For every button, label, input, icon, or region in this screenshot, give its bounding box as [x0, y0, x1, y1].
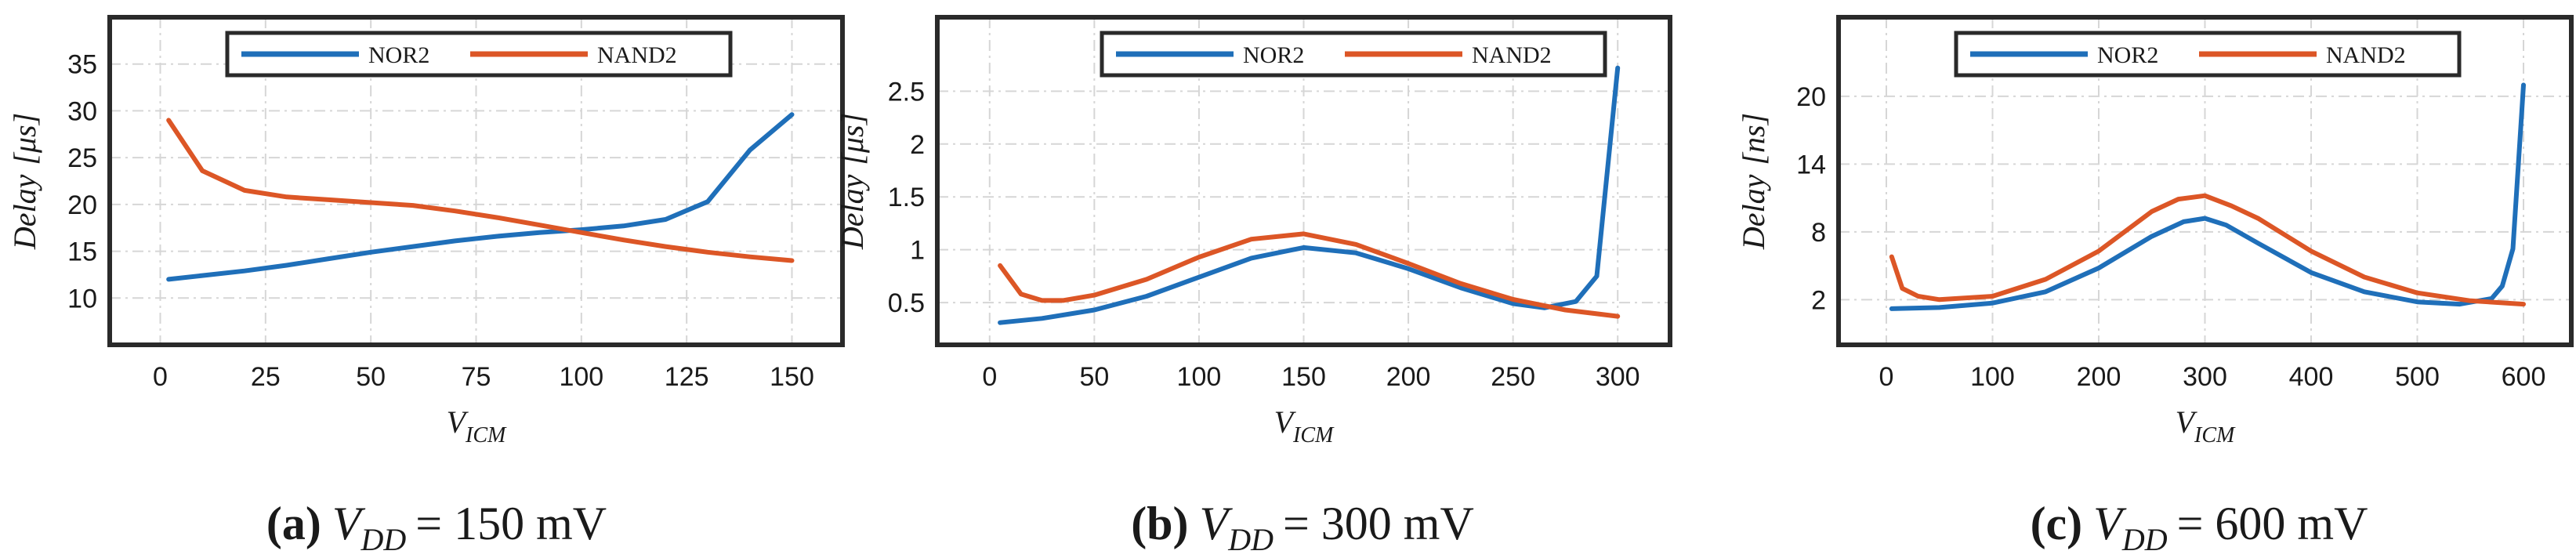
- x-axis-label: VICM: [1274, 404, 1335, 447]
- panel-caption: (a) VDD = 150 mV: [266, 498, 607, 557]
- series-line-nor2: [998, 65, 1621, 325]
- x-tick-label: 200: [1386, 362, 1431, 392]
- legend-label-nor2: NOR2: [368, 42, 429, 68]
- y-tick-label: 25: [67, 143, 97, 173]
- x-tick-label: 300: [2183, 362, 2227, 392]
- x-tick-label: 250: [1491, 362, 1535, 392]
- x-tick-label: 0: [982, 362, 997, 392]
- y-tick-label: 1.5: [888, 183, 925, 212]
- x-axis-label-main: V: [447, 404, 469, 440]
- x-tick-label: 150: [770, 362, 814, 392]
- x-tick-label: 50: [356, 362, 386, 392]
- series-line-nor2: [166, 112, 795, 282]
- chart-panel-1: 0 25 50 75 100 125 150101520253035Delay[μs]VIC…: [7, 15, 845, 557]
- caption-letter: (a): [266, 498, 321, 549]
- y-tick-label: 0.5: [888, 288, 925, 318]
- y-tick-label: 35: [67, 50, 97, 80]
- y-axis-label: Delay [μs]: [7, 113, 42, 250]
- y-axis-label-unit: [ns]: [1736, 113, 1771, 165]
- legend: NOR2 NAND2: [1100, 31, 1607, 78]
- x-axis-label-sub: ICM: [2194, 423, 2236, 447]
- x-tick-label: 150: [1281, 362, 1326, 392]
- caption-symbol: V: [2093, 498, 2127, 549]
- y-axis-label-text: Delay: [1736, 174, 1771, 250]
- axes-frame: [107, 15, 845, 347]
- y-axis-label-unit: [μs]: [835, 113, 870, 165]
- legend-label-nor2: NOR2: [2097, 42, 2158, 68]
- y-axis-label-unit: [μs]: [7, 113, 42, 165]
- x-tick-label: 100: [559, 362, 603, 392]
- y-axis-label-text: Delay: [835, 174, 870, 250]
- x-axis-label: VICM: [447, 404, 507, 447]
- legend: NOR2 NAND2: [1954, 31, 2462, 78]
- y-tick-label: 2: [910, 130, 925, 160]
- legend-label-nand2: NAND2: [597, 42, 677, 68]
- x-tick-label: 400: [2289, 362, 2334, 392]
- x-tick-label: 100: [1177, 362, 1222, 392]
- x-axis-label-main: V: [1274, 404, 1297, 440]
- y-tick-label: 8: [1811, 218, 1826, 248]
- x-tick-label: 100: [1970, 362, 2015, 392]
- legend-label-nand2: NAND2: [2326, 42, 2406, 68]
- y-axis-label: Delay [μs]: [835, 113, 870, 250]
- x-tick-label: 25: [251, 362, 281, 392]
- x-tick-label: 50: [1079, 362, 1109, 392]
- legend-label-nor2: NOR2: [1243, 42, 1304, 68]
- series-line-nand2: [1889, 193, 2526, 307]
- panel-caption: (b) VDD = 300 mV: [1131, 498, 1474, 557]
- caption-letter: (c): [2031, 498, 2083, 549]
- x-tick-label: 200: [2077, 362, 2121, 392]
- x-axis-label: VICM: [2176, 404, 2236, 447]
- y-tick-label: 20: [67, 190, 97, 220]
- x-tick-label: 0: [1879, 362, 1894, 392]
- caption-value: = 150 mV: [415, 498, 607, 549]
- legend-label-nand2: NAND2: [1472, 42, 1552, 68]
- x-tick-label: 125: [665, 362, 709, 392]
- caption-symbol: V: [332, 498, 366, 549]
- caption-subscript: DD: [360, 522, 407, 557]
- series-line-nand2: [998, 231, 1621, 319]
- caption-value: = 300 mV: [1283, 498, 1474, 549]
- caption-subscript: DD: [1227, 522, 1274, 557]
- x-tick-label: 500: [2395, 362, 2440, 392]
- y-tick-label: 2: [1811, 285, 1826, 315]
- axes-frame: [935, 15, 1672, 347]
- series-line-nor2: [1889, 82, 2526, 311]
- x-tick-label: 600: [2502, 362, 2546, 392]
- chart-panel-2: 0 50 100 150 200 250 3000.511.522.5Delay[μs]VI…: [835, 15, 1672, 557]
- x-axis-label-sub: ICM: [1292, 423, 1335, 447]
- y-tick-label: 14: [1796, 150, 1826, 179]
- y-tick-label: 1: [910, 236, 925, 266]
- y-tick-label: 10: [67, 284, 97, 313]
- legend: NOR2 NAND2: [225, 31, 733, 78]
- caption-value: = 600 mV: [2177, 498, 2368, 549]
- panel-caption: (c) VDD = 600 mV: [2031, 498, 2368, 557]
- y-axis-label-text: Delay: [7, 174, 42, 250]
- y-tick-label: 20: [1796, 82, 1826, 112]
- caption-letter: (b): [1131, 498, 1188, 549]
- axes-frame: [1836, 15, 2574, 347]
- y-tick-label: 30: [67, 96, 97, 126]
- chart-panel-3: 0 100 200 300 400 500 600281420Delay[ns]VICMNO…: [1736, 15, 2574, 557]
- x-axis-label-sub: ICM: [465, 423, 507, 447]
- y-tick-label: 15: [67, 237, 97, 267]
- y-tick-label: 2.5: [888, 77, 925, 107]
- caption-subscript: DD: [2121, 522, 2168, 557]
- x-tick-label: 75: [462, 362, 491, 392]
- x-tick-label: 300: [1596, 362, 1640, 392]
- x-tick-label: 0: [153, 362, 168, 392]
- y-axis-label: Delay [ns]: [1736, 113, 1771, 250]
- x-axis-label-main: V: [2176, 404, 2198, 440]
- series-line-nand2: [166, 118, 795, 263]
- caption-symbol: V: [1200, 498, 1234, 549]
